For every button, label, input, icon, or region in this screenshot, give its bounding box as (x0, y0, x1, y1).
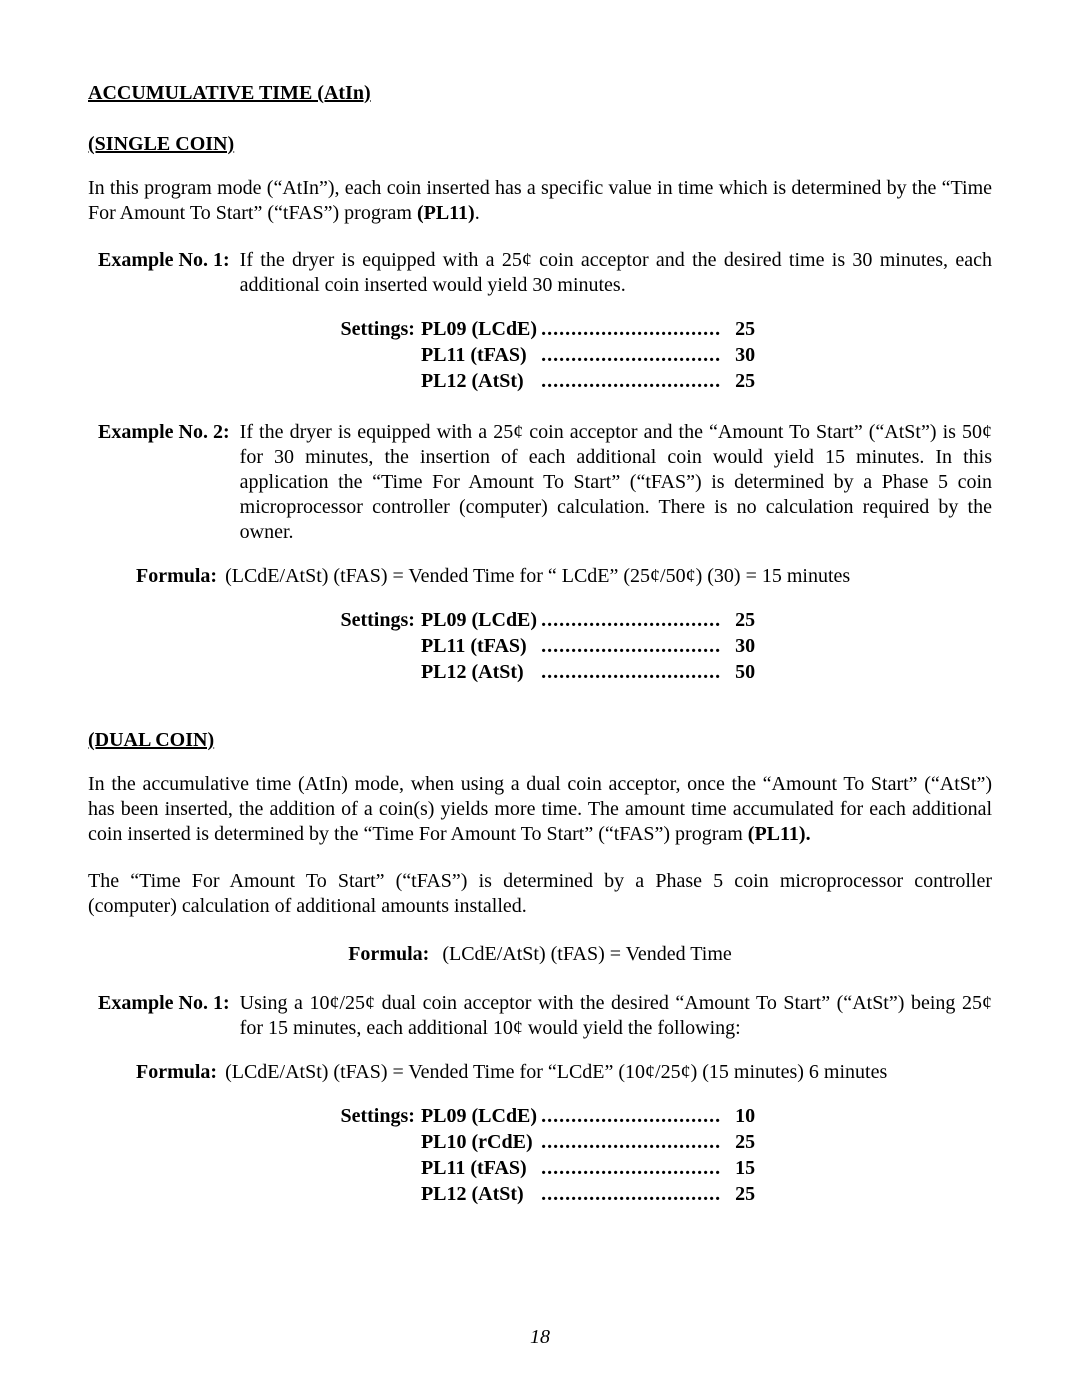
page-number: 18 (0, 1326, 1080, 1349)
heading-accumulative-time: ACCUMULATIVE TIME (AtIn) (88, 82, 992, 105)
settings-inner-1: Settings:PL09 (LCdE)25PL11 (tFAS)30PL12 … (325, 316, 755, 394)
settings-value: 50 (721, 659, 755, 685)
settings-lead: Settings: (325, 1103, 421, 1129)
settings-value: 25 (721, 368, 755, 394)
formula-3: Formula: (LCdE/AtSt) (tFAS) = Vended Tim… (88, 1059, 992, 1085)
settings-code: PL11 (tFAS) (421, 633, 541, 659)
settings-value: 30 (721, 633, 755, 659)
settings-dots (541, 633, 721, 659)
settings-dots (541, 1129, 721, 1155)
settings-value: 15 (721, 1155, 755, 1181)
settings-inner-3: Settings:PL09 (LCdE)10PL10 (rCdE)25PL11 … (325, 1103, 755, 1207)
text-single-intro: In this program mode (“AtIn”), each coin… (88, 177, 992, 224)
settings-code: PL11 (tFAS) (421, 1155, 541, 1181)
example-1: Example No. 1: If the dryer is equipped … (88, 248, 992, 298)
formula-3-body: (LCdE/AtSt) (tFAS) = Vended Time for “LC… (225, 1059, 992, 1085)
text-dual-1-bold: (PL11). (748, 823, 811, 845)
spacer (88, 711, 992, 729)
settings-code: PL11 (tFAS) (421, 342, 541, 368)
settings-row: PL12 (AtSt) 25 (325, 368, 755, 394)
formula-center-label: Formula: (348, 943, 437, 965)
settings-block-1: Settings:PL09 (LCdE)25PL11 (tFAS)30PL12 … (88, 316, 992, 394)
example-1-label: Example No. 1: (88, 248, 240, 298)
settings-dots (541, 316, 721, 342)
settings-code: PL09 (LCdE) (421, 607, 541, 633)
text-period: . (475, 202, 480, 224)
settings-code: PL12 (AtSt) (421, 1181, 541, 1207)
settings-block-2: Settings:PL09 (LCdE)25PL11 (tFAS)30PL12 … (88, 607, 992, 685)
settings-value: 10 (721, 1103, 755, 1129)
settings-dots (541, 659, 721, 685)
settings-row: PL12 (AtSt) 50 (325, 659, 755, 685)
heading-dual-coin: (DUAL COIN) (88, 729, 992, 752)
example-1-body: If the dryer is equipped with a 25¢ coin… (240, 248, 992, 298)
settings-lead (325, 633, 421, 659)
formula-center-body: (LCdE/AtSt) (tFAS) = Vended Time (442, 943, 731, 965)
example-3-body: Using a 10¢/25¢ dual coin acceptor with … (240, 991, 992, 1041)
settings-lead (325, 368, 421, 394)
settings-code: PL09 (LCdE) (421, 316, 541, 342)
settings-row: PL12 (AtSt) 25 (325, 1181, 755, 1207)
settings-row: PL10 (rCdE) 25 (325, 1129, 755, 1155)
settings-code: PL09 (LCdE) (421, 1103, 541, 1129)
text-single-intro-bold: (PL11) (417, 202, 475, 224)
settings-lead (325, 342, 421, 368)
example-2-body: If the dryer is equipped with a 25¢ coin… (240, 420, 992, 545)
settings-block-3: Settings:PL09 (LCdE)10PL10 (rCdE)25PL11 … (88, 1103, 992, 1207)
heading-single-coin: (SINGLE COIN) (88, 133, 992, 156)
settings-row: Settings:PL09 (LCdE) 25 (325, 316, 755, 342)
example-2-label: Example No. 2: (88, 420, 240, 545)
settings-code: PL10 (rCdE) (421, 1129, 541, 1155)
settings-row: PL11 (tFAS) 15 (325, 1155, 755, 1181)
settings-lead (325, 659, 421, 685)
settings-value: 25 (721, 607, 755, 633)
formula-3-label: Formula: (88, 1059, 225, 1085)
formula-1-label: Formula: (88, 563, 225, 589)
settings-lead: Settings: (325, 316, 421, 342)
settings-lead (325, 1181, 421, 1207)
settings-inner-2: Settings:PL09 (LCdE)25PL11 (tFAS)30PL12 … (325, 607, 755, 685)
paragraph-single-intro: In this program mode (“AtIn”), each coin… (88, 176, 992, 226)
settings-value: 25 (721, 1181, 755, 1207)
settings-dots (541, 1155, 721, 1181)
settings-dots (541, 1103, 721, 1129)
settings-dots (541, 1181, 721, 1207)
example-3-label: Example No. 1: (88, 991, 240, 1041)
paragraph-dual-2: The “Time For Amount To Start” (“tFAS”) … (88, 869, 992, 919)
settings-value: 25 (721, 316, 755, 342)
settings-lead: Settings: (325, 607, 421, 633)
settings-value: 25 (721, 1129, 755, 1155)
settings-value: 30 (721, 342, 755, 368)
example-2: Example No. 2: If the dryer is equipped … (88, 420, 992, 545)
formula-1-body: (LCdE/AtSt) (tFAS) = Vended Time for “ L… (225, 563, 992, 589)
settings-lead (325, 1129, 421, 1155)
settings-dots (541, 368, 721, 394)
formula-center: Formula: (LCdE/AtSt) (tFAS) = Vended Tim… (88, 941, 992, 967)
example-3: Example No. 1: Using a 10¢/25¢ dual coin… (88, 991, 992, 1041)
formula-1: Formula: (LCdE/AtSt) (tFAS) = Vended Tim… (88, 563, 992, 589)
settings-code: PL12 (AtSt) (421, 659, 541, 685)
settings-dots (541, 607, 721, 633)
settings-row: Settings:PL09 (LCdE) 25 (325, 607, 755, 633)
paragraph-dual-1: In the accumulative time (AtIn) mode, wh… (88, 772, 992, 847)
settings-code: PL12 (AtSt) (421, 368, 541, 394)
settings-lead (325, 1155, 421, 1181)
settings-dots (541, 342, 721, 368)
settings-row: Settings:PL09 (LCdE) 10 (325, 1103, 755, 1129)
settings-row: PL11 (tFAS) 30 (325, 342, 755, 368)
settings-row: PL11 (tFAS) 30 (325, 633, 755, 659)
text-dual-1: In the accumulative time (AtIn) mode, wh… (88, 773, 992, 845)
document-page: ACCUMULATIVE TIME (AtIn) (SINGLE COIN) I… (0, 0, 1080, 1397)
